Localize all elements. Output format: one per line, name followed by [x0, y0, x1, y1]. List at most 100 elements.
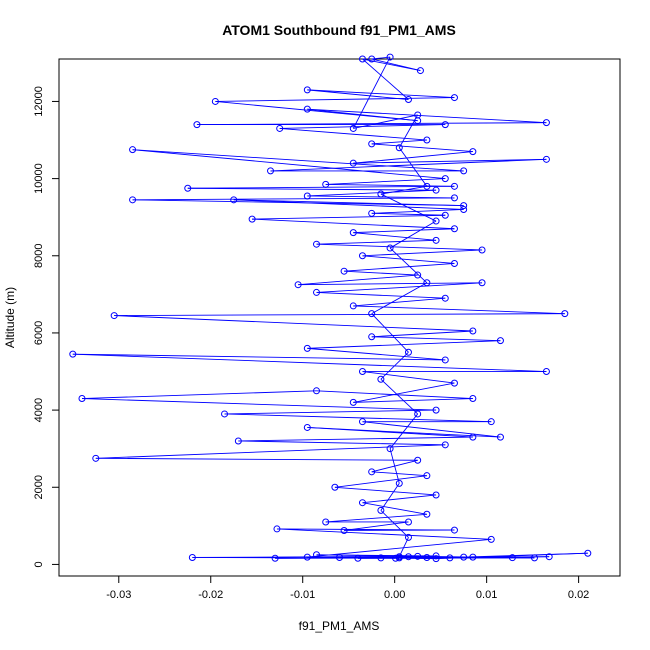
- series-layer: [69, 53, 592, 563]
- data-point: [469, 433, 477, 441]
- series-segment: [353, 114, 418, 129]
- series-segment: [114, 313, 565, 317]
- series-segment: [307, 89, 455, 99]
- data-point: [331, 483, 339, 491]
- data-point: [432, 186, 440, 194]
- data-point: [496, 337, 504, 345]
- series-segment: [353, 228, 455, 234]
- x-tick-label: 0.00: [384, 589, 405, 601]
- series-segment: [352, 56, 391, 129]
- data-point: [441, 356, 449, 364]
- data-point: [441, 211, 449, 219]
- series-segment: [371, 139, 427, 145]
- series-segment: [215, 97, 455, 102]
- data-point: [404, 518, 412, 526]
- data-point: [446, 554, 454, 562]
- series-segment: [307, 347, 446, 361]
- series-segment: [252, 214, 446, 220]
- data-point: [271, 554, 279, 562]
- y-tick-label: 8000: [33, 244, 45, 268]
- data-point: [432, 491, 440, 499]
- data-point: [496, 433, 504, 441]
- data-point: [584, 549, 592, 557]
- series-segment: [224, 413, 492, 423]
- series-segment: [307, 340, 501, 349]
- series-segment: [362, 421, 501, 438]
- data-point: [432, 406, 440, 414]
- series-segment: [316, 282, 483, 293]
- series-segment: [371, 313, 409, 353]
- data-point: [368, 310, 376, 318]
- data-point: [368, 333, 376, 341]
- series-segment: [362, 255, 455, 264]
- data-point: [469, 395, 477, 403]
- series-segment: [353, 305, 565, 315]
- series-segment: [72, 353, 446, 361]
- data-point: [294, 281, 302, 289]
- x-axis: -0.03 -0.02 -0.01 0.00 0.01 0.02: [106, 576, 589, 601]
- y-tick-label: 0: [33, 561, 45, 567]
- series-segment: [380, 351, 409, 380]
- data-point: [129, 196, 137, 204]
- series-segment: [353, 382, 455, 403]
- series-segment: [389, 247, 428, 284]
- data-point: [276, 124, 284, 132]
- data-point: [432, 236, 440, 244]
- data-point: [230, 196, 238, 204]
- data-point: [487, 535, 495, 543]
- data-point: [450, 94, 458, 102]
- data-point: [441, 175, 449, 183]
- series-segment: [380, 510, 409, 538]
- series-segment: [353, 232, 437, 241]
- data-point: [313, 387, 321, 395]
- y-tick-label: 2000: [33, 475, 45, 499]
- data-point: [395, 554, 403, 562]
- series-segment: [187, 187, 437, 191]
- data-point: [78, 395, 86, 403]
- data-point: [303, 344, 311, 352]
- data-point: [423, 182, 431, 190]
- series-segment: [81, 390, 317, 399]
- data-point: [414, 271, 422, 279]
- data-point: [303, 86, 311, 94]
- series-segment: [344, 521, 409, 531]
- plot-frame: [58, 58, 621, 577]
- series-segment: [325, 178, 446, 185]
- data-point: [441, 121, 449, 129]
- series-segment: [132, 149, 464, 172]
- series-segment: [270, 158, 547, 172]
- data-point: [414, 456, 422, 464]
- data-point: [469, 148, 477, 156]
- data-point: [404, 96, 412, 104]
- data-point: [313, 288, 321, 296]
- series-segment: [72, 353, 547, 372]
- data-point: [530, 554, 538, 562]
- series-segment: [371, 212, 446, 216]
- data-point: [386, 53, 394, 61]
- series-segment: [353, 398, 473, 403]
- data-point: [423, 553, 431, 561]
- series-segment: [95, 457, 418, 461]
- series-segment: [316, 239, 437, 245]
- data-point: [441, 441, 449, 449]
- series-segment: [252, 218, 455, 230]
- data-point: [234, 437, 242, 445]
- series-segment: [114, 315, 473, 332]
- data-point: [193, 121, 201, 129]
- data-point: [432, 217, 440, 225]
- data-point: [414, 410, 422, 418]
- data-point: [450, 379, 458, 387]
- data-point: [450, 225, 458, 233]
- data-point: [358, 252, 366, 260]
- series-segment: [325, 513, 427, 523]
- x-tick-label: -0.02: [198, 589, 223, 601]
- series-segment: [132, 197, 455, 201]
- series-segment: [398, 147, 428, 187]
- data-point: [349, 159, 357, 167]
- series-segment: [371, 330, 473, 338]
- x-tick-label: -0.03: [106, 589, 131, 601]
- series-segment: [380, 185, 427, 195]
- data-point: [460, 553, 468, 561]
- data-point: [322, 180, 330, 188]
